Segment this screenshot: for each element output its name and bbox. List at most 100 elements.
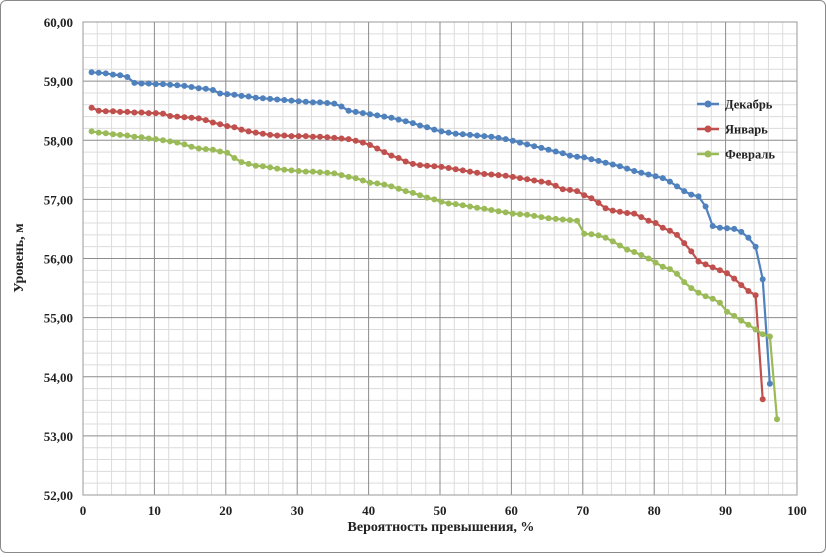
series-Январь xyxy=(88,104,766,403)
series-Февраль xyxy=(88,128,780,423)
data-point xyxy=(409,189,416,196)
data-point xyxy=(574,188,581,195)
data-point xyxy=(388,183,395,190)
data-point xyxy=(659,224,666,231)
data-point xyxy=(681,188,688,195)
data-point xyxy=(695,289,702,296)
data-point xyxy=(495,172,502,179)
data-point xyxy=(452,166,459,173)
data-point xyxy=(145,80,152,87)
data-point xyxy=(581,154,588,161)
y-axis-title: Уровень, м xyxy=(12,223,27,293)
data-point xyxy=(488,207,495,213)
data-point xyxy=(631,249,638,255)
data-point xyxy=(367,142,373,148)
data-point xyxy=(152,81,159,88)
data-point xyxy=(138,109,145,116)
series-layer xyxy=(88,69,780,423)
data-point xyxy=(252,162,259,169)
data-point xyxy=(152,136,159,143)
data-point xyxy=(652,220,659,226)
data-point xyxy=(95,129,102,136)
data-point xyxy=(474,132,481,139)
data-point xyxy=(424,124,431,131)
data-point xyxy=(267,131,274,138)
data-point xyxy=(209,146,216,153)
data-point xyxy=(481,133,488,140)
data-point xyxy=(681,240,688,247)
data-point xyxy=(88,69,95,76)
data-point xyxy=(481,205,488,212)
data-point xyxy=(588,231,595,238)
y-tick-label: 59,00 xyxy=(44,74,73,89)
legend-item: Февраль xyxy=(697,148,775,162)
data-point xyxy=(295,133,302,140)
data-point xyxy=(709,223,716,229)
data-point xyxy=(474,169,481,176)
data-point xyxy=(338,172,345,179)
data-point xyxy=(167,81,174,88)
data-point xyxy=(88,128,95,135)
data-point xyxy=(174,113,181,120)
data-point xyxy=(217,121,224,128)
data-point xyxy=(445,129,452,136)
data-point xyxy=(188,84,195,90)
data-point xyxy=(524,211,531,218)
data-point xyxy=(631,168,638,174)
data-point xyxy=(317,133,323,140)
data-point xyxy=(395,155,402,161)
data-point xyxy=(559,150,566,157)
data-point xyxy=(431,126,438,133)
data-point xyxy=(267,95,274,102)
x-tick-label: 100 xyxy=(787,503,807,518)
data-point xyxy=(652,173,659,180)
data-point xyxy=(674,231,680,238)
data-point xyxy=(588,156,595,163)
data-point xyxy=(167,113,174,119)
data-point xyxy=(517,211,523,218)
data-point xyxy=(195,85,202,92)
data-point xyxy=(124,108,131,115)
data-point xyxy=(766,333,773,340)
data-point xyxy=(195,115,202,122)
data-point xyxy=(309,133,316,140)
data-point xyxy=(616,163,623,170)
data-point xyxy=(102,108,109,115)
data-point xyxy=(324,100,331,106)
data-point xyxy=(259,95,266,102)
data-point xyxy=(345,107,352,114)
legend-marker xyxy=(704,150,712,158)
data-point xyxy=(438,198,445,205)
data-point xyxy=(538,178,545,185)
data-point xyxy=(702,203,709,210)
data-point xyxy=(424,194,431,201)
data-point xyxy=(502,209,509,216)
data-point xyxy=(288,97,295,104)
data-point xyxy=(695,258,702,265)
data-point xyxy=(224,123,231,130)
data-point xyxy=(145,135,152,142)
data-point xyxy=(110,108,116,115)
data-point xyxy=(538,144,545,151)
data-point xyxy=(724,270,730,277)
data-point xyxy=(102,70,109,77)
data-point xyxy=(709,264,716,271)
data-point xyxy=(381,149,388,156)
data-point xyxy=(638,214,645,221)
data-point xyxy=(302,133,309,140)
data-point xyxy=(724,308,730,315)
data-point xyxy=(167,138,174,145)
data-point xyxy=(395,116,402,123)
data-point xyxy=(245,160,252,167)
data-point xyxy=(645,171,652,178)
data-point xyxy=(409,120,416,127)
data-point xyxy=(517,139,523,146)
data-point xyxy=(552,182,559,189)
data-point xyxy=(274,96,281,103)
legend-marker xyxy=(704,100,712,108)
data-point xyxy=(345,173,352,180)
data-point xyxy=(417,162,423,169)
data-point xyxy=(131,133,138,140)
data-point xyxy=(102,130,109,137)
data-point xyxy=(245,128,252,135)
